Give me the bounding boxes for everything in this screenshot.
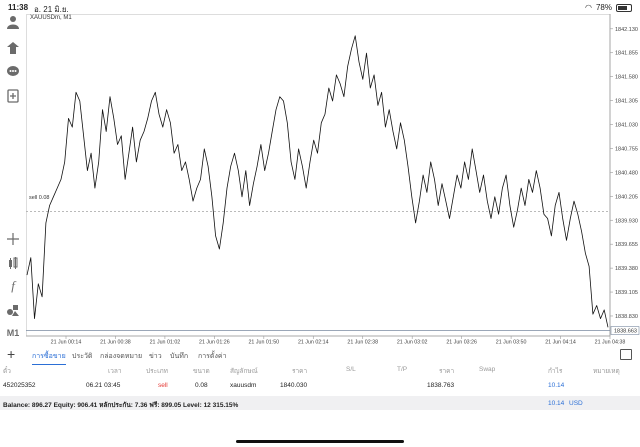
chat-icon[interactable] [5,64,21,80]
cell-size: 0.08 [195,382,208,389]
balance-currency: USD [569,400,583,407]
col-price-current: ราคา [439,368,455,375]
status-bar: 11:38 อ. 21 มิ.ย. ◠ 78% [0,0,640,14]
cell-price-current: 1838.763 [427,382,455,389]
wifi-icon: ◠ [585,3,592,12]
cell-ticket: 452025352 [3,382,36,389]
function-icon[interactable]: f [11,278,15,293]
current-price-label: 1838.663 [614,329,637,335]
price-tick-label: 1841.305 [615,99,638,105]
objects-icon[interactable] [5,302,21,318]
tab-history[interactable]: ประวัติ [72,353,93,360]
current-price-tag [610,326,640,335]
time-tick-label: 21 Jun 02:14 [298,340,329,345]
table-header: ตั๋ว เวลา ประเภท ขนาด สัญลักษณ์ ราคา S/L… [0,366,640,377]
add-icon[interactable]: + [7,346,16,362]
timeframe-button[interactable]: M1 [6,328,20,338]
time-tick-label: 21 Jun 00:14 [51,340,82,345]
tab-trade[interactable]: การซื้อขาย [32,351,66,365]
cell-price-open: 1840.030 [280,382,308,389]
tab-news[interactable]: ข่าว [149,353,162,360]
price-tick-label: 1840.755 [615,146,638,152]
price-chart[interactable]: 1842.130 1841.855 1841.580 1841.305 1841.030… [26,14,640,344]
col-tp: T/P [397,366,408,373]
col-note: หมายเหตุ [593,368,620,375]
balance-bar: Balance: 896.27 Equity: 906.41 หลักประกั… [0,396,640,410]
new-order-icon[interactable] [5,88,21,104]
table-row[interactable]: 452025352 06.21 03:45 sell 0.08 xauusdm … [0,382,640,393]
price-tick-label: 1839.380 [615,266,638,272]
price-series-line [26,35,609,328]
time-tick-label: 21 Jun 04:14 [545,340,576,345]
col-swap: Swap [479,366,496,373]
status-right: ◠ 78% [585,3,632,12]
time-tick-label: 21 Jun 03:26 [446,340,477,345]
time-tick-label: 21 Jun 01:26 [199,340,230,345]
col-symbol: สัญลักษณ์ [230,368,258,375]
col-ticket: ตั๋ว [3,368,11,375]
sell-level-label: sell 0.08 [29,195,50,201]
account-icon[interactable] [5,14,21,30]
tab-settings[interactable]: การตั้งค่า [198,353,227,360]
home-indicator[interactable] [236,440,404,443]
price-tick-label: 1842.130 [615,27,638,33]
col-type: ประเภท [146,368,168,375]
tab-mailbox[interactable]: กล่องจดหมาย [100,353,143,360]
col-price-open: ราคา [292,368,308,375]
price-tick-label: 1841.855 [615,51,638,57]
time-tick-label: 21 Jun 04:38 [595,340,626,345]
cell-time: 06.21 03:45 [86,382,121,389]
tab-journal[interactable]: บันทึก [170,353,189,360]
col-size: ขนาด [193,368,210,375]
col-profit: กำไร [548,368,563,375]
price-tick-label: 1838.830 [615,314,638,320]
status-time: 11:38 [8,3,29,12]
trade-icon[interactable] [5,40,21,56]
indicators-icon[interactable] [5,255,21,271]
price-tick-label: 1839.655 [615,242,638,248]
price-tick-label: 1839.105 [615,290,638,296]
col-sl: S/L [346,366,356,373]
balance-profit: 10.14 [548,400,565,407]
col-time: เวลา [108,368,122,375]
chart-symbol: XAUUSDm, M1 [30,15,72,21]
time-tick-label: 21 Jun 02:38 [347,340,378,345]
price-tick-label: 1840.480 [615,170,638,176]
price-tick-label: 1839.930 [615,218,638,224]
balance-text: Balance: 896.27 Equity: 906.41 หลักประกั… [3,402,239,409]
price-tick-label: 1840.205 [615,194,638,200]
crosshair-icon[interactable] [5,231,21,247]
cell-symbol: xauusdm [230,382,257,389]
chart-toolbar: f M1 [0,14,26,344]
cell-profit: 10.14 [548,382,565,389]
plot-frame [26,14,611,337]
status-date: อ. 21 มิ.ย. [34,5,69,14]
time-tick-label: 21 Jun 01:02 [150,340,181,345]
time-tick-label: 21 Jun 03:02 [397,340,428,345]
battery-percent: 78% [595,3,612,12]
time-tick-label: 21 Jun 01:50 [248,340,279,345]
terminal-tabs: + การซื้อขาย ประวัติ กล่องจดหมาย ข่าว บั… [0,346,640,365]
cell-type: sell [158,382,168,389]
price-tick-label: 1841.030 [615,123,638,129]
time-tick-label: 21 Jun 00:38 [100,340,131,345]
battery-icon [616,3,632,12]
time-tick-label: 21 Jun 03:50 [496,340,527,345]
chart-svg: 1842.130 1841.855 1841.580 1841.305 1841.030… [26,14,640,344]
price-tick-label: 1841.580 [615,75,638,81]
layout-icon[interactable] [620,349,632,360]
